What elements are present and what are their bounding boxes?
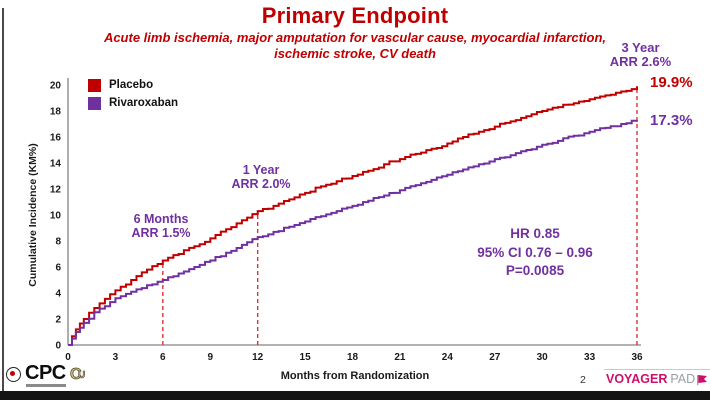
y-tick-label: 16 <box>50 133 62 144</box>
curve-placebo <box>68 86 638 346</box>
cu-university-logo-icon: C U <box>70 366 86 382</box>
voyager-pad-logo: VOYAGER PAD <box>606 372 708 386</box>
rivaroxaban-endpoint-value: 17.3% <box>650 112 693 129</box>
confidence-interval: 95% CI 0.76 – 0.96 <box>477 244 593 260</box>
cpc-text-block: CPC <box>21 363 66 387</box>
slide-left-border <box>2 8 4 392</box>
annotation-line: 6 Months <box>133 212 189 226</box>
cpc-logo-text: CPC <box>25 362 66 384</box>
annotation-line: ARR 2.6% <box>609 54 672 69</box>
x-tick-label: 3 <box>113 352 119 363</box>
x-tick-label: 15 <box>300 352 312 363</box>
page-number: 2 <box>580 374 586 386</box>
x-tick-label: 9 <box>207 352 213 363</box>
slide-subtitle-line1: Acute limb ischemia, major amputation fo… <box>103 30 607 45</box>
cpc-circle-icon <box>6 367 21 382</box>
cpc-tagline-bar <box>26 384 66 387</box>
x-tick-label: 12 <box>252 352 264 363</box>
hr-value: HR 0.85 <box>510 226 560 241</box>
y-tick-label: 12 <box>50 185 62 196</box>
y-tick-label: 0 <box>55 341 61 352</box>
legend-item-placebo: Placebo <box>88 76 178 94</box>
legend-label: Rivaroxaban <box>109 97 179 109</box>
placebo-endpoint-value: 19.9% <box>650 74 693 91</box>
annotation-line: 1 Year <box>242 163 280 177</box>
bottom-black-bar <box>0 391 710 400</box>
y-tick-label: 10 <box>50 211 62 222</box>
annotation-line: ARR 2.0% <box>231 177 291 191</box>
hazard-ratio-stats: HR 0.85 95% CI 0.76 – 0.96 P=0.0085 <box>440 225 630 281</box>
svg-text:U: U <box>78 370 85 381</box>
annotation-6-months: 6 Months ARR 1.5% <box>110 212 212 240</box>
legend-swatch-icon <box>88 78 101 92</box>
y-tick-label: 8 <box>55 237 61 248</box>
cpc-logo: CPC C U <box>6 363 90 387</box>
legend-label: Placebo <box>109 79 154 91</box>
y-axis-label: Cumulative Incidence (KM%) <box>27 143 39 287</box>
annotation-line: 3 Year <box>621 40 660 55</box>
p-value: P=0.0085 <box>505 263 565 278</box>
pad-logo-text: PAD <box>670 372 696 386</box>
x-tick-label: 24 <box>442 352 454 363</box>
x-axis-label: Months from Randomization <box>280 370 430 382</box>
x-tick-label: 36 <box>631 352 643 363</box>
y-tick-label: 14 <box>50 159 62 170</box>
footer-separator-line <box>604 369 710 370</box>
svg-text:C: C <box>70 366 82 382</box>
x-tick-label: 18 <box>347 352 359 363</box>
legend-item-rivaroxaban: Rivaroxaban <box>88 94 178 112</box>
x-tick-label: 30 <box>537 352 549 363</box>
slide-title: Primary Endpoint <box>261 3 449 28</box>
x-tick-label: 0 <box>65 352 71 363</box>
x-tick-label: 21 <box>394 352 406 363</box>
annotation-1-year: 1 Year ARR 2.0% <box>210 163 312 191</box>
x-tick-label: 27 <box>489 352 501 363</box>
y-tick-label: 6 <box>55 263 61 274</box>
y-tick-label: 18 <box>50 107 62 118</box>
y-tick-label: 20 <box>50 81 62 92</box>
y-tick-label: 4 <box>55 289 61 300</box>
annotation-line: ARR 1.5% <box>131 226 191 240</box>
legend-swatch-icon <box>88 96 101 110</box>
annotation-3-year: 3 Year ARR 2.6% <box>592 41 689 69</box>
y-axis-label-wrap: Cumulative Incidence (KM%) <box>24 85 42 345</box>
x-tick-label: 33 <box>584 352 596 363</box>
voyager-flag-icon <box>697 374 708 385</box>
x-tick-label: 6 <box>160 352 166 363</box>
curve-rivaroxaban <box>68 119 638 346</box>
voyager-logo-text: VOYAGER <box>606 372 668 386</box>
slide-subtitle-line2: ischemic stroke, CV death <box>274 46 436 61</box>
y-tick-label: 2 <box>55 315 61 326</box>
legend: Placebo Rivaroxaban <box>88 76 178 112</box>
